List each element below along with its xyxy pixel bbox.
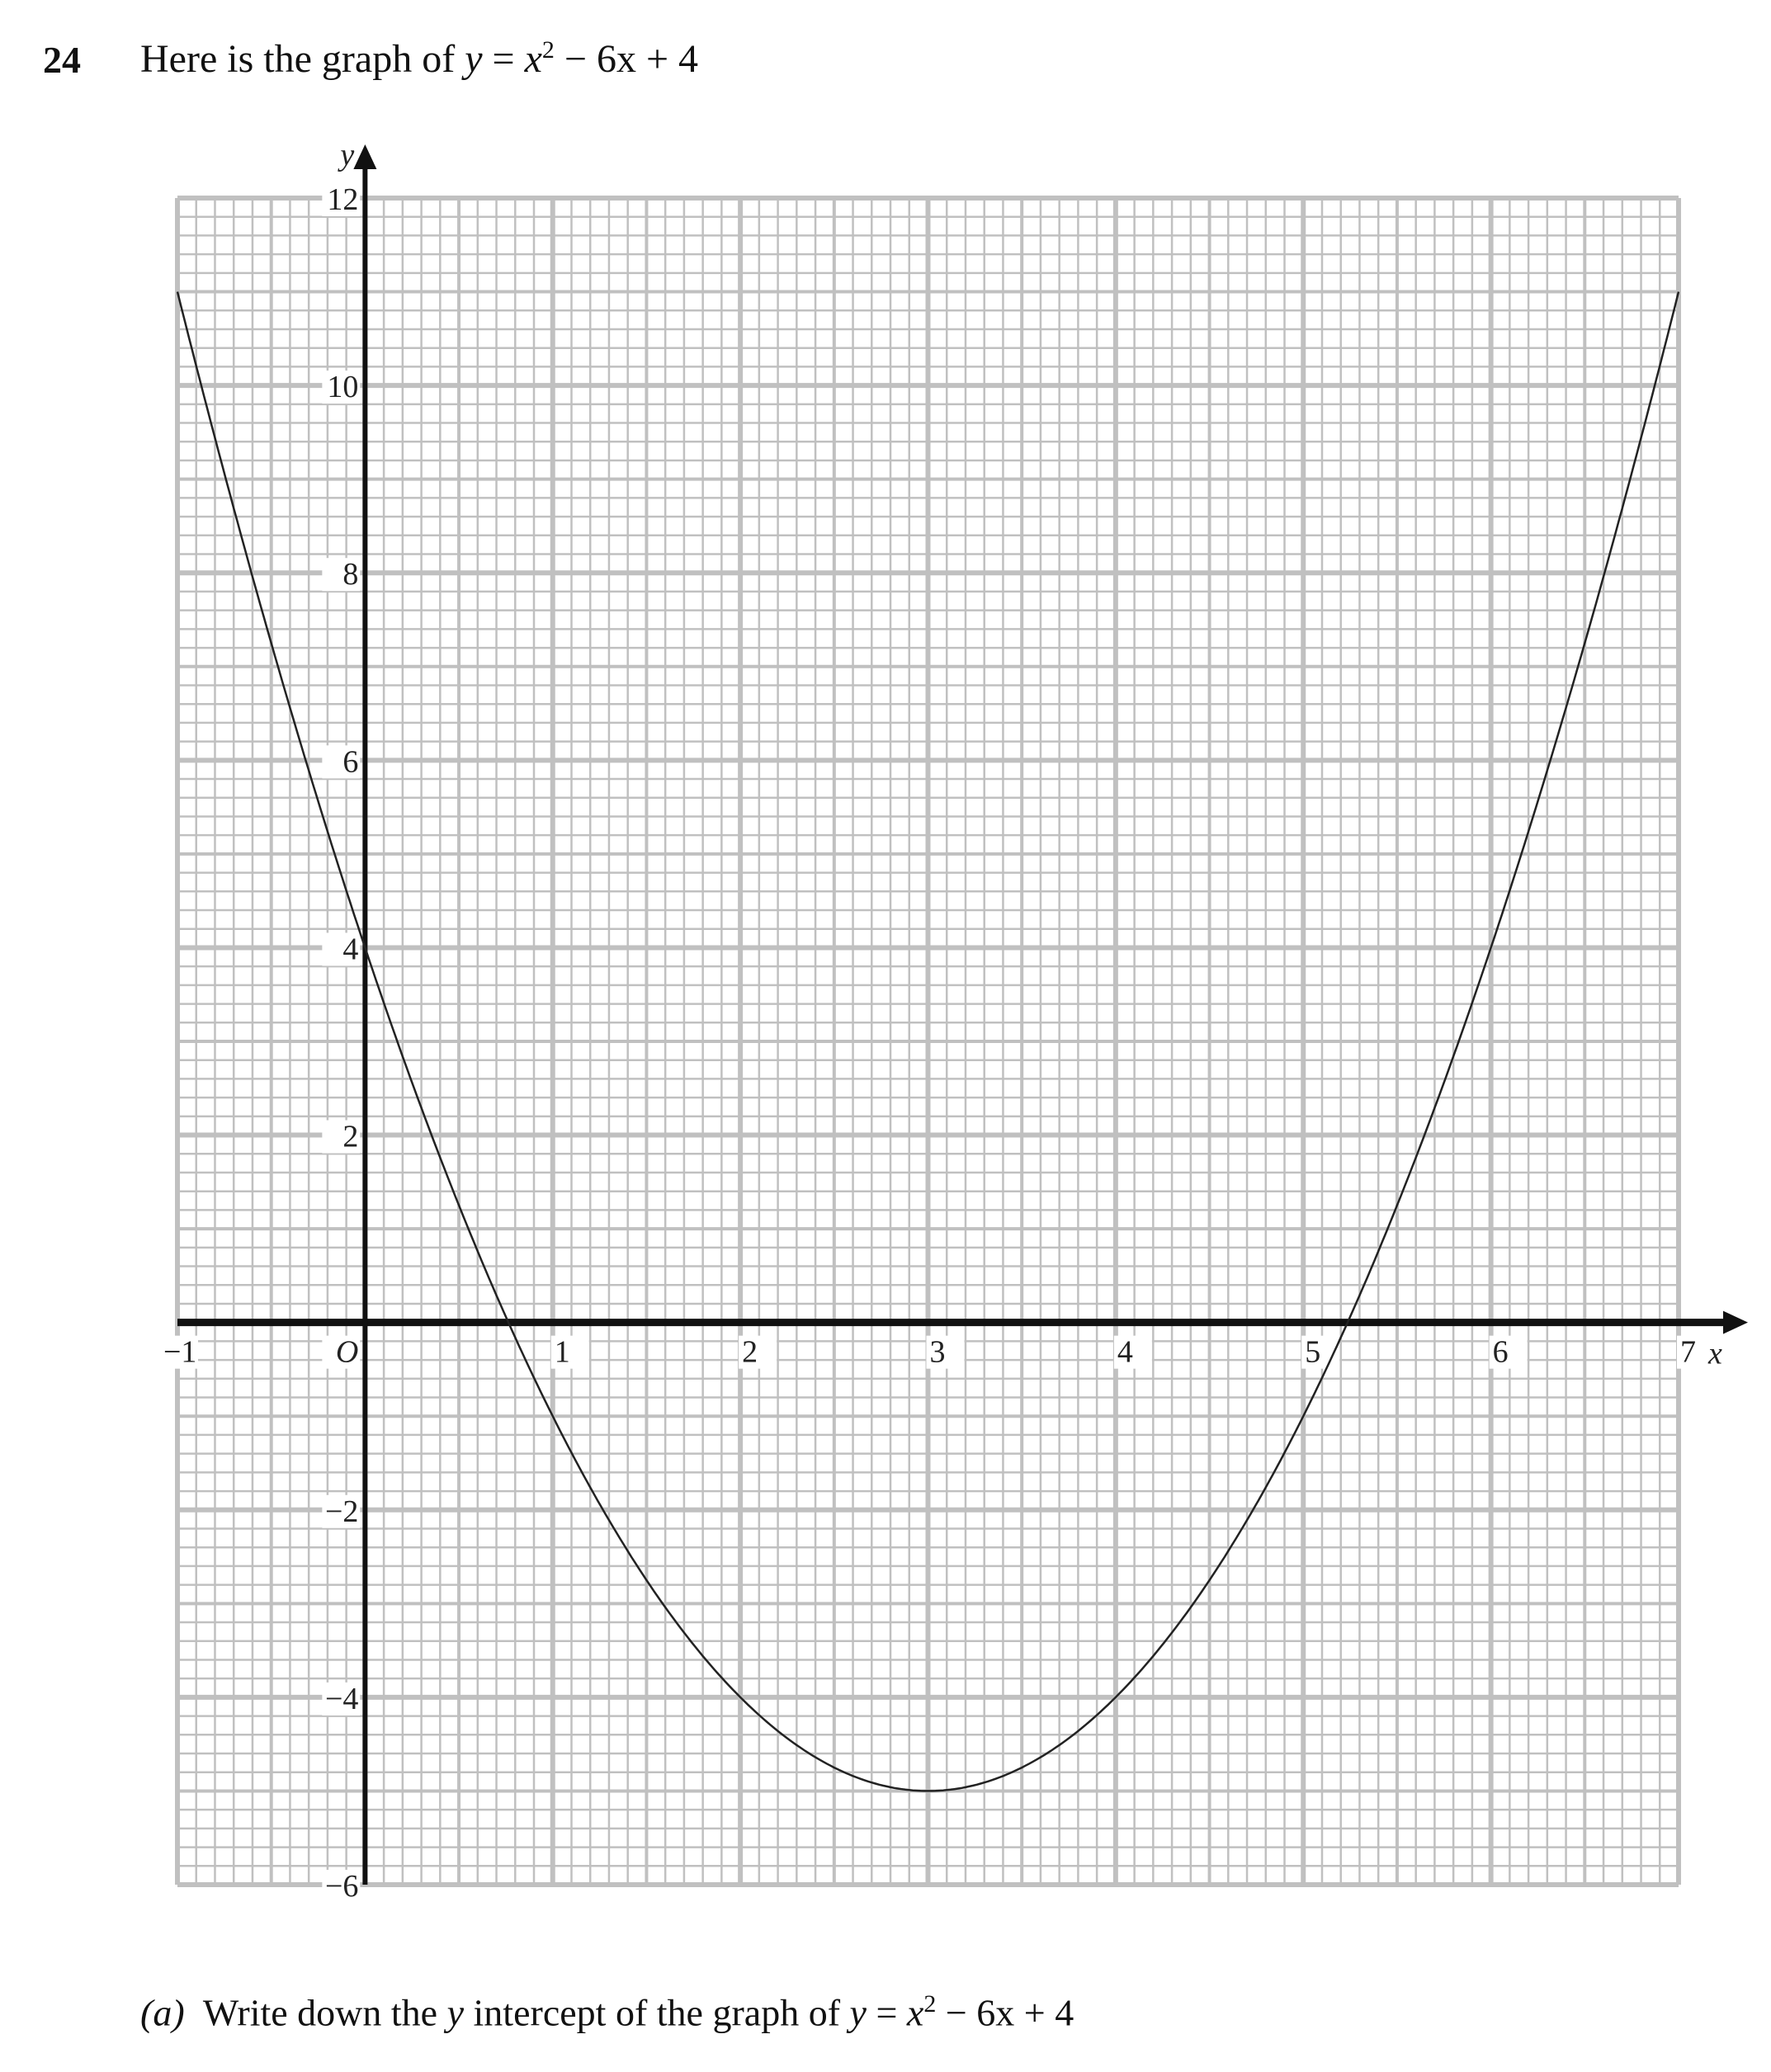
part-a-text2: intercept of the graph of (473, 1991, 841, 2034)
eq-y: y (465, 37, 483, 81)
x-tick-label-bg (160, 1335, 198, 1369)
eq-equals-2: = (866, 1991, 907, 2034)
grid (175, 196, 1681, 1887)
origin-label-bg (322, 1335, 361, 1369)
y-tick-label: 4 (342, 932, 358, 966)
part-a-var: y (446, 1991, 465, 2034)
y-tick-label-bg (322, 1870, 361, 1903)
y-tick-label: 8 (342, 557, 358, 592)
y-tick-label-bg (322, 371, 361, 404)
x-tick-label-bg (1489, 1335, 1528, 1369)
x-tick-label-bg (1677, 1335, 1715, 1369)
x-axis-arrow-icon (1723, 1310, 1748, 1334)
eq-equals: = (482, 37, 525, 81)
eq-rest-2: − 6x + 4 (936, 1991, 1074, 2034)
part-a-question: (a) Write down the y intercept of the gr… (140, 1990, 1074, 2034)
y-tick-label: 10 (327, 370, 358, 404)
y-tick-label-bg (322, 932, 361, 966)
x-tick-label: 6 (1493, 1335, 1509, 1370)
y-tick-label-bg (322, 558, 361, 592)
y-tick-label-bg (322, 745, 361, 779)
y-tick-label-bg (322, 183, 361, 216)
y-tick-label: 6 (342, 744, 358, 779)
y-tick-label: −6 (325, 1869, 358, 1904)
parabola-curve (176, 291, 1680, 1792)
x-tick-label: 3 (930, 1335, 946, 1370)
part-a-label: (a) (140, 1991, 185, 2034)
x-tick-label: 1 (555, 1335, 570, 1370)
x-tick-label: 4 (1117, 1335, 1133, 1370)
x-tick-label-bg (739, 1335, 777, 1369)
part-a-text: Write down the (202, 1991, 438, 2034)
x-tick-label: −1 (163, 1335, 196, 1370)
x-tick-label-bg (550, 1335, 589, 1369)
eq-exp: 2 (541, 36, 555, 64)
x-tick-label-bg (926, 1335, 965, 1369)
eq-y-2: y (849, 1991, 867, 2034)
x-tick-label: 5 (1305, 1335, 1320, 1370)
y-tick-label: −2 (325, 1494, 358, 1529)
x-tick-label-bg (1113, 1335, 1152, 1369)
x-tick-label: 2 (742, 1335, 758, 1370)
y-axis-label: y (337, 138, 354, 172)
y-tick-label-bg (322, 1494, 361, 1528)
question-number: 24 (43, 39, 81, 81)
x-tick-label: 7 (1680, 1335, 1696, 1370)
y-tick-label-bg (322, 1682, 361, 1716)
axes (177, 144, 1748, 1885)
origin-label: O (336, 1335, 358, 1370)
eq-x: x (524, 37, 542, 81)
y-tick-label: 2 (342, 1120, 358, 1154)
intro-text: Here is the graph of (140, 37, 456, 81)
y-axis-arrow-icon (353, 144, 377, 169)
eq-exp-2: 2 (923, 1990, 937, 2018)
y-tick-label: −4 (325, 1682, 358, 1716)
eq-rest: − 6x + 4 (554, 37, 699, 81)
eq-x-2: x (906, 1991, 924, 2034)
x-axis-label: x (1707, 1337, 1722, 1371)
question-text: Here is the graph of y = x2 − 6x + 4 (140, 36, 698, 82)
y-tick-label-bg (322, 1120, 361, 1154)
y-tick-label: 12 (327, 182, 358, 217)
